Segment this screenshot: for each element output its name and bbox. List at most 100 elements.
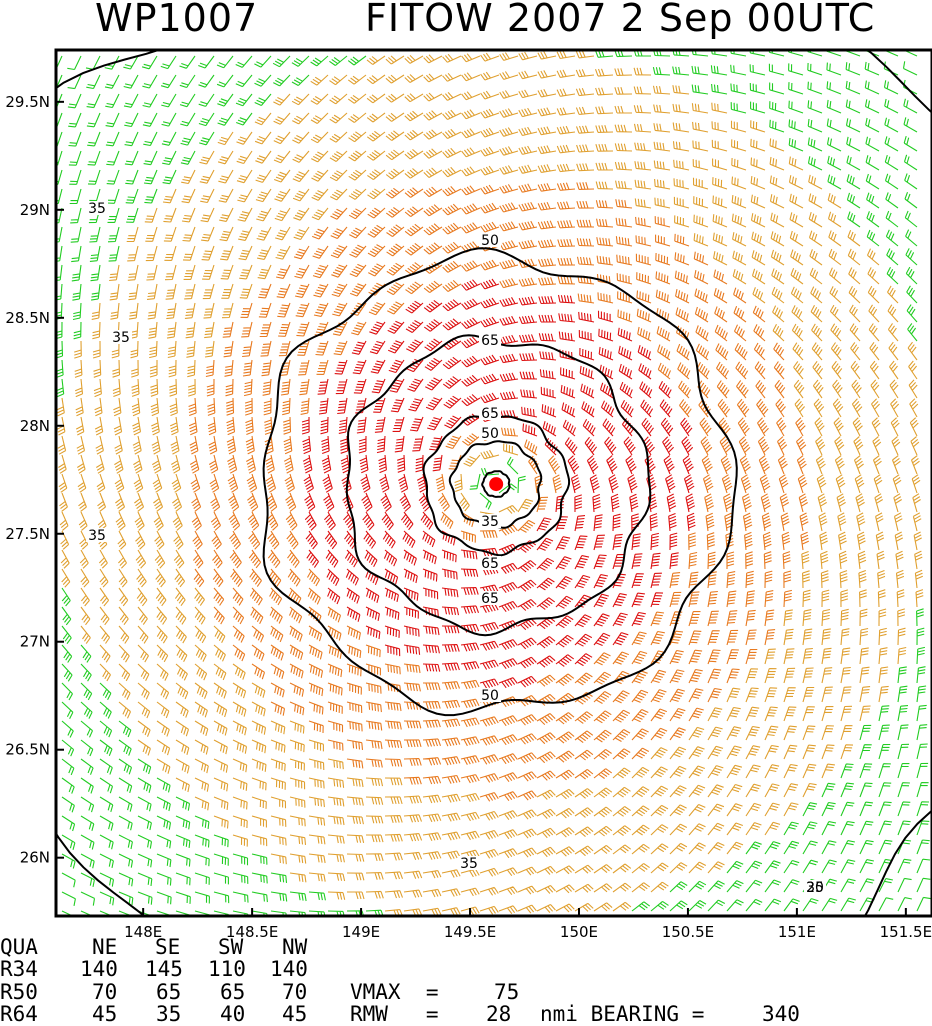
wind-barb	[97, 492, 107, 512]
wind-barb	[384, 568, 399, 585]
wind-barb	[807, 137, 823, 152]
wind-barb	[118, 796, 133, 812]
lon-tick-label: 148E	[124, 923, 162, 937]
wind-barb	[692, 140, 709, 152]
wind-barb	[385, 55, 405, 65]
wind-barb	[631, 689, 649, 703]
wind-barb	[741, 493, 752, 513]
wind-barb	[300, 397, 310, 415]
wind-barb	[772, 323, 785, 342]
wind-barb	[537, 201, 557, 211]
wind-barb	[790, 249, 804, 266]
wind-barb	[134, 511, 145, 531]
wind-barb	[895, 569, 905, 589]
wind-barb	[807, 100, 823, 114]
wind-barb	[461, 72, 481, 82]
wind-barb	[118, 682, 131, 700]
wind-barb	[117, 530, 127, 550]
wind-barb	[914, 569, 924, 589]
wind-barb	[593, 514, 603, 532]
wind-barb	[61, 606, 72, 626]
wind-barb	[308, 777, 325, 789]
wind-barb	[76, 435, 86, 455]
wind-barb	[556, 182, 576, 191]
wind-barb	[137, 815, 152, 831]
wind-barb	[745, 706, 760, 722]
wind-barb	[688, 842, 706, 855]
wind-barb	[555, 903, 575, 913]
wind-barb	[386, 243, 405, 257]
wind-barb	[366, 93, 386, 104]
lon-tick-label: 151E	[778, 923, 816, 937]
wind-barb	[847, 248, 861, 266]
wind-barb	[788, 82, 804, 95]
wind-barb	[498, 829, 518, 840]
wind-barb	[810, 286, 823, 304]
wind-barb	[791, 323, 804, 342]
wind-barb	[216, 55, 234, 69]
wind-barb	[218, 188, 234, 203]
contour-label: 50	[481, 233, 499, 249]
vmax-label: VMAX =	[350, 980, 439, 1004]
wind-barb	[783, 802, 799, 817]
wind-barb	[247, 511, 260, 531]
wind-barb	[764, 609, 775, 627]
wind-barb	[149, 340, 158, 359]
wind-barb	[384, 852, 403, 861]
wind-barb	[576, 144, 595, 153]
wind-barb	[878, 743, 891, 760]
wind-barb	[884, 117, 899, 133]
wind-barb	[769, 119, 785, 133]
wind-barb	[348, 112, 367, 123]
wind-barb	[109, 264, 120, 282]
wind-barb	[536, 808, 556, 819]
wind-barb	[859, 589, 867, 608]
wind-barb	[650, 804, 669, 817]
wind-contour	[448, 440, 543, 529]
wind-barb	[707, 726, 723, 741]
wind-barb	[498, 734, 518, 746]
wind-barb	[403, 851, 423, 861]
wind-barb	[859, 878, 875, 893]
wind-barb	[327, 891, 346, 900]
wind-barb	[310, 55, 329, 67]
wind-barb	[308, 701, 324, 715]
wind-barb	[442, 53, 462, 63]
wind-barb	[150, 397, 160, 417]
wind-barb	[574, 768, 594, 780]
wind-barb	[793, 379, 805, 399]
wind-barb	[156, 872, 172, 886]
wind-barb	[249, 587, 263, 606]
wind-barb	[688, 746, 705, 760]
wind-barb	[593, 825, 613, 837]
wind-barb	[614, 50, 633, 58]
wind-barb	[778, 474, 789, 494]
wind-barb	[821, 686, 833, 703]
wind-barb	[821, 859, 837, 874]
wind-barb	[346, 701, 363, 714]
wind-barb	[517, 519, 536, 533]
wind-barb	[859, 782, 873, 798]
wind-barb	[110, 302, 120, 320]
wind-barb	[441, 869, 461, 878]
wind-barb	[574, 633, 593, 647]
wind-barb	[714, 324, 728, 342]
wind-barb	[460, 511, 475, 528]
wind-barb	[169, 416, 179, 436]
wind-barb	[460, 736, 480, 747]
wind-barb	[736, 398, 750, 418]
wind-barb	[659, 399, 673, 418]
wind-barb	[289, 796, 306, 808]
wind-barb	[812, 379, 824, 399]
wind-barb	[631, 843, 650, 855]
wind-barb	[536, 636, 556, 649]
wind-barb	[118, 834, 133, 850]
wind-barb	[104, 74, 120, 89]
wind-barb	[295, 302, 310, 318]
wind-barb	[199, 131, 215, 146]
wind-barb	[156, 815, 172, 830]
wind-barb	[732, 232, 747, 247]
wind-barb	[593, 787, 613, 799]
wind-barb	[77, 473, 87, 493]
wind-barb	[694, 288, 709, 304]
